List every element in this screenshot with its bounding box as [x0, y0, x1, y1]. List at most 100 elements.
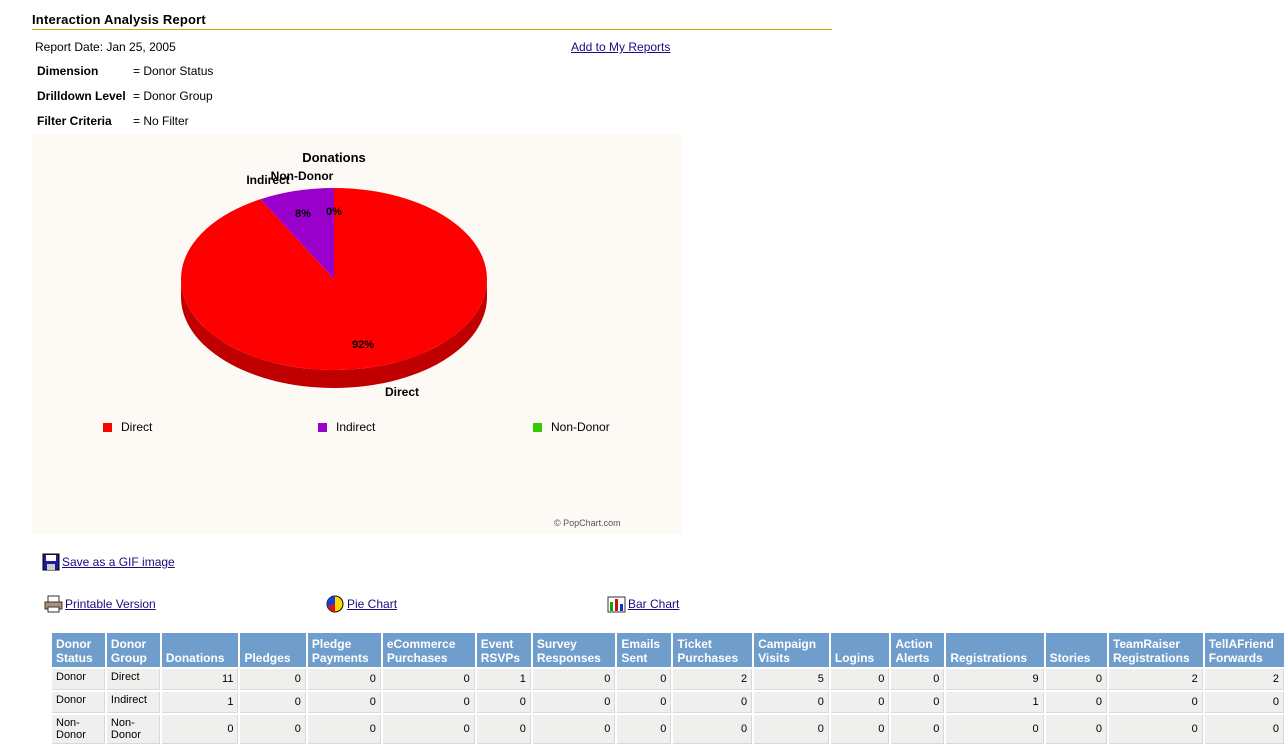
table-cell: 0: [1108, 692, 1203, 713]
col-header-pledge-payments: Pledge Payments: [307, 633, 381, 667]
bar-chart-link[interactable]: Bar Chart: [628, 597, 680, 611]
table-cell: 0: [754, 715, 829, 744]
col-header-line: Group: [110, 651, 147, 665]
table-cell: 2: [1204, 669, 1284, 690]
add-to-my-reports-link[interactable]: Add to My Reports: [571, 40, 671, 54]
pie-chart-link[interactable]: Pie Chart: [347, 597, 398, 611]
table-cell: 0: [1045, 692, 1107, 713]
table-cell: Direct: [106, 669, 160, 690]
col-header-line: [244, 637, 301, 651]
table-cell: Indirect: [106, 692, 160, 713]
col-header-ecommerce-purchases: eCommerce Purchases: [382, 633, 475, 667]
pie-side-direct: [181, 279, 487, 388]
col-header-ticket-purchases: Ticket Purchases: [673, 633, 753, 667]
table-cell: Non- Donor: [52, 715, 105, 744]
table-row: Non- Donor Non- Donor 0 0 0 0 0 0 0 0 0 0 0 0 0 0 0: [52, 715, 1284, 744]
floppy-disk-icon: [42, 553, 60, 571]
col-header-line: TeamRaiser: [1112, 637, 1181, 651]
col-header-line: Status: [56, 651, 93, 665]
data-label-indirect: 8%: [295, 208, 311, 220]
donations-pie-chart: Donations 92% 8% 0% Direct Indirect Non-Donor…: [32, 134, 682, 534]
col-header-line: TellAFriend: [1208, 637, 1274, 651]
table-cell: 0: [617, 692, 672, 713]
table-cell: 0: [946, 715, 1044, 744]
col-header-donor-group: Donor Group: [106, 633, 160, 667]
table-cell: 0: [891, 669, 945, 690]
col-header-line: [166, 637, 235, 651]
cell-text-line: Donor: [110, 729, 141, 741]
table-cell: 0: [240, 715, 306, 744]
table-cell: 1: [161, 692, 239, 713]
table-cell: 0: [382, 692, 475, 713]
legend-swatch-non-donor: [533, 423, 542, 433]
data-label-non-donor: 0%: [326, 206, 342, 218]
table-cell: 0: [1204, 715, 1284, 744]
col-header-action-alerts: Action Alerts: [891, 633, 945, 667]
col-header-line: Registrations: [1112, 651, 1190, 665]
table-cell: 0: [754, 692, 829, 713]
table-cell: 0: [532, 669, 616, 690]
table-cell: 2: [1108, 669, 1203, 690]
legend-label-indirect: Indirect: [336, 420, 376, 434]
pie-chart-tool[interactable]: Pie Chart: [326, 595, 397, 613]
filter-criteria-value: = No Filter: [133, 114, 189, 128]
table-header-row: Donor Status Donor Group Donations Pledges Ple…: [52, 633, 1284, 667]
col-header-campaign-visits: Campaign Visits: [754, 633, 829, 667]
category-label-direct: Direct: [385, 385, 419, 399]
table-cell: 0: [240, 692, 306, 713]
table-cell: 0: [307, 669, 381, 690]
table-cell: 2: [673, 669, 753, 690]
table-cell: 0: [1045, 669, 1107, 690]
table-cell: 0: [830, 692, 890, 713]
col-header-line: Stories: [1049, 651, 1091, 665]
col-header-donor-status: Donor Status: [52, 633, 105, 667]
table-cell: 0: [532, 715, 616, 744]
col-header-line: Ticket: [677, 637, 712, 651]
col-header-line: eCommerce: [386, 637, 456, 651]
bar-chart-icon: [607, 596, 626, 613]
table-cell: 0: [307, 692, 381, 713]
save-gif-link[interactable]: Save as a GIF image: [62, 555, 175, 569]
col-header-pledges: Pledges: [240, 633, 306, 667]
col-header-line: Alerts: [895, 651, 930, 665]
table-cell: 0: [1108, 715, 1203, 744]
table-cell: 1: [476, 669, 531, 690]
table-cell: 0: [1204, 692, 1284, 713]
drilldown-label: Drilldown Level: [37, 89, 126, 103]
bar-chart-tool[interactable]: Bar Chart: [607, 595, 679, 613]
interaction-data-table: Donor Status Donor Group Donations Pledges Ple…: [50, 631, 1286, 746]
col-header-line: Visits: [758, 651, 790, 665]
table-cell: 0: [617, 669, 672, 690]
pie-chart-icon: [326, 595, 344, 613]
col-header-emails-sent: Emails Sent: [617, 633, 672, 667]
printable-version-link[interactable]: Printable Version: [65, 597, 156, 611]
table-cell: 11: [161, 669, 239, 690]
table-row: Donor Indirect 1 0 0 0 0 0 0 0 0 0 0 1 0 0 0: [52, 692, 1284, 713]
col-header-line: Campaign: [758, 637, 817, 651]
table-cell: Donor: [52, 692, 105, 713]
col-header-line: Action: [895, 637, 933, 651]
col-header-tellafriend-forwards: TellAFriend Forwards: [1204, 633, 1284, 667]
col-header-line: Survey: [536, 637, 577, 651]
col-header-event-rsvps: Event RSVPs: [476, 633, 531, 667]
col-header-line: Emails: [621, 637, 661, 651]
printer-icon: [44, 595, 63, 613]
save-gif-tool[interactable]: Save as a GIF image: [42, 553, 175, 571]
legend-item-indirect: Indirect: [318, 420, 375, 434]
col-header-line: Event: [480, 637, 514, 651]
table-cell: 0: [617, 715, 672, 744]
printable-version-tool[interactable]: Printable Version: [44, 595, 156, 613]
legend-label-direct: Direct: [121, 420, 153, 434]
col-header-line: Payments: [311, 651, 369, 665]
col-header-line: Donor: [110, 637, 147, 651]
legend-item-direct: Direct: [103, 420, 152, 434]
table-cell: 0: [161, 715, 239, 744]
table-cell: Non- Donor: [106, 715, 160, 744]
col-header-line: [1050, 637, 1103, 651]
category-label-non-donor: Non-Donor: [271, 169, 334, 183]
table-cell: 0: [1045, 715, 1107, 744]
cell-text-line: Direct: [110, 671, 140, 683]
table-cell: 0: [307, 715, 381, 744]
table-cell: 0: [673, 715, 753, 744]
legend-item-non-donor: Non-Donor: [533, 420, 610, 434]
